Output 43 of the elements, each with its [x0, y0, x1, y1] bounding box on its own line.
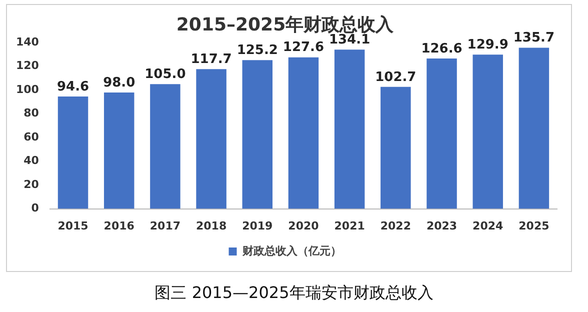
text: 134.1 — [329, 32, 370, 48]
y-tick-label: 20 — [24, 178, 40, 191]
bar — [58, 96, 88, 209]
text: 94.6 — [56, 79, 90, 94]
y-tick-label: 100 — [16, 82, 40, 96]
x-tick-label: 2016 — [104, 219, 135, 232]
x-tick-label: 2022 — [380, 219, 411, 232]
y-tick-label: 120 — [16, 59, 40, 72]
y-tick-label: 40 — [24, 154, 40, 168]
bar — [426, 58, 457, 209]
text: 135.7 — [513, 30, 555, 46]
text: 105.0 — [144, 67, 186, 82]
x-tick-label: 2025 — [518, 219, 550, 232]
x-tick-label: 2015 — [58, 219, 88, 232]
x-tick-label: 2020 — [288, 219, 320, 232]
y-tick-label: 60 — [24, 130, 40, 144]
bar — [334, 50, 365, 209]
bar — [242, 60, 273, 209]
legend-label: 财政总收入（亿元） — [241, 244, 342, 258]
bar — [150, 84, 180, 209]
text: 117.7 — [190, 52, 232, 67]
x-tick-label: 2024 — [472, 219, 504, 232]
text: 图三 2015—2025年瑞安市财政总收入 — [154, 283, 434, 304]
x-tick-label: 2018 — [196, 219, 227, 232]
x-tick-label: 2023 — [426, 219, 458, 232]
bar — [380, 86, 411, 209]
x-tick-label: 2019 — [242, 219, 273, 232]
text: 126.6 — [421, 41, 462, 56]
text: 125.2 — [236, 43, 278, 58]
bar — [104, 92, 134, 209]
bar — [472, 54, 503, 209]
text: 98.0 — [103, 75, 136, 90]
y-tick-label: 140 — [16, 35, 40, 48]
bar — [288, 57, 319, 209]
text: 127.6 — [282, 40, 324, 56]
text: 102.7 — [375, 70, 416, 85]
x-tick-label: 2021 — [334, 219, 365, 232]
x-tick-label: 2017 — [150, 219, 181, 232]
text: 129.9 — [467, 37, 508, 52]
y-tick-label: 80 — [24, 106, 40, 120]
y-tick-label: 0 — [31, 202, 40, 215]
bar — [518, 48, 550, 209]
bar — [196, 69, 226, 209]
